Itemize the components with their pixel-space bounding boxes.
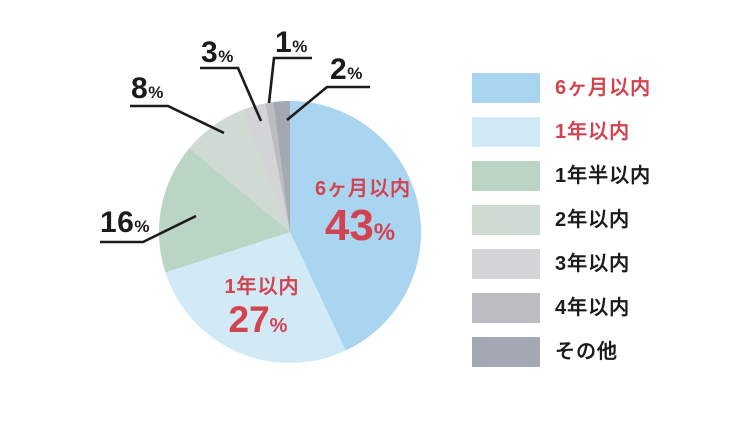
legend-swatch-1halfyear xyxy=(472,161,540,191)
outside-label-1-value: 1 xyxy=(275,26,293,59)
legend-swatch-other xyxy=(472,337,540,367)
percent-sign: % xyxy=(292,37,308,56)
legend-row-3years: 3年以内 xyxy=(472,249,651,279)
percent-sign: % xyxy=(347,64,363,83)
leader-line-1-percent xyxy=(267,56,312,104)
outside-label-8-value: 8 xyxy=(131,72,149,105)
outside-label-16-value: 16 xyxy=(100,206,135,239)
outside-label-1-percent: 1% xyxy=(275,28,308,58)
outside-label-3-percent: 3% xyxy=(201,38,234,68)
legend-row-4years: 4年以内 xyxy=(472,293,651,323)
slice-label-1year-value: 27% xyxy=(193,301,323,338)
slice-value-27: 27 xyxy=(228,299,270,340)
legend-swatch-2years xyxy=(472,205,540,235)
legend-label-1year: 1年以内 xyxy=(555,121,631,143)
slice-label-1year-name: 1年以内 xyxy=(224,276,300,298)
outside-label-8-percent: 8% xyxy=(131,74,164,104)
legend-label-3years: 3年以内 xyxy=(555,253,631,275)
legend-swatch-1year xyxy=(472,117,540,147)
legend-row-1year: 1年以内 xyxy=(472,117,651,147)
legend-row-1halfyear: 1年半以内 xyxy=(472,161,651,191)
legend-row-2years: 2年以内 xyxy=(472,205,651,235)
percent-sign: % xyxy=(373,219,396,246)
slice-value-43: 43 xyxy=(324,201,374,250)
legend-swatch-6months xyxy=(472,73,540,103)
slice-label-6months-value: 43% xyxy=(295,204,425,248)
percent-sign: % xyxy=(218,47,234,66)
outside-label-16-percent: 16% xyxy=(100,208,150,238)
percent-sign: % xyxy=(134,217,150,236)
percent-sign: % xyxy=(148,83,164,102)
legend-swatch-3years xyxy=(472,249,540,279)
legend-label-other: その他 xyxy=(555,341,618,363)
outside-label-3-value: 3 xyxy=(201,36,219,69)
legend-label-4years: 4年以内 xyxy=(555,297,631,319)
legend-swatch-4years xyxy=(472,293,540,323)
outside-label-2-percent: 2% xyxy=(330,55,363,85)
legend-row-6months: 6ヶ月以内 xyxy=(472,73,651,103)
legend-row-other: その他 xyxy=(472,337,651,367)
slice-label-6months-name: 6ヶ月以内 xyxy=(314,178,412,200)
legend-label-6months: 6ヶ月以内 xyxy=(555,77,652,99)
legend-label-1halfyear: 1年半以内 xyxy=(555,165,652,187)
legend-label-2years: 2年以内 xyxy=(555,209,631,231)
pie-chart xyxy=(159,101,421,363)
legend: 6ヶ月以内 1年以内 1年半以内 2年以内 3年以内 4年以内 その他 xyxy=(472,73,651,367)
percent-sign: % xyxy=(269,315,288,337)
outside-label-2-value: 2 xyxy=(330,53,348,86)
